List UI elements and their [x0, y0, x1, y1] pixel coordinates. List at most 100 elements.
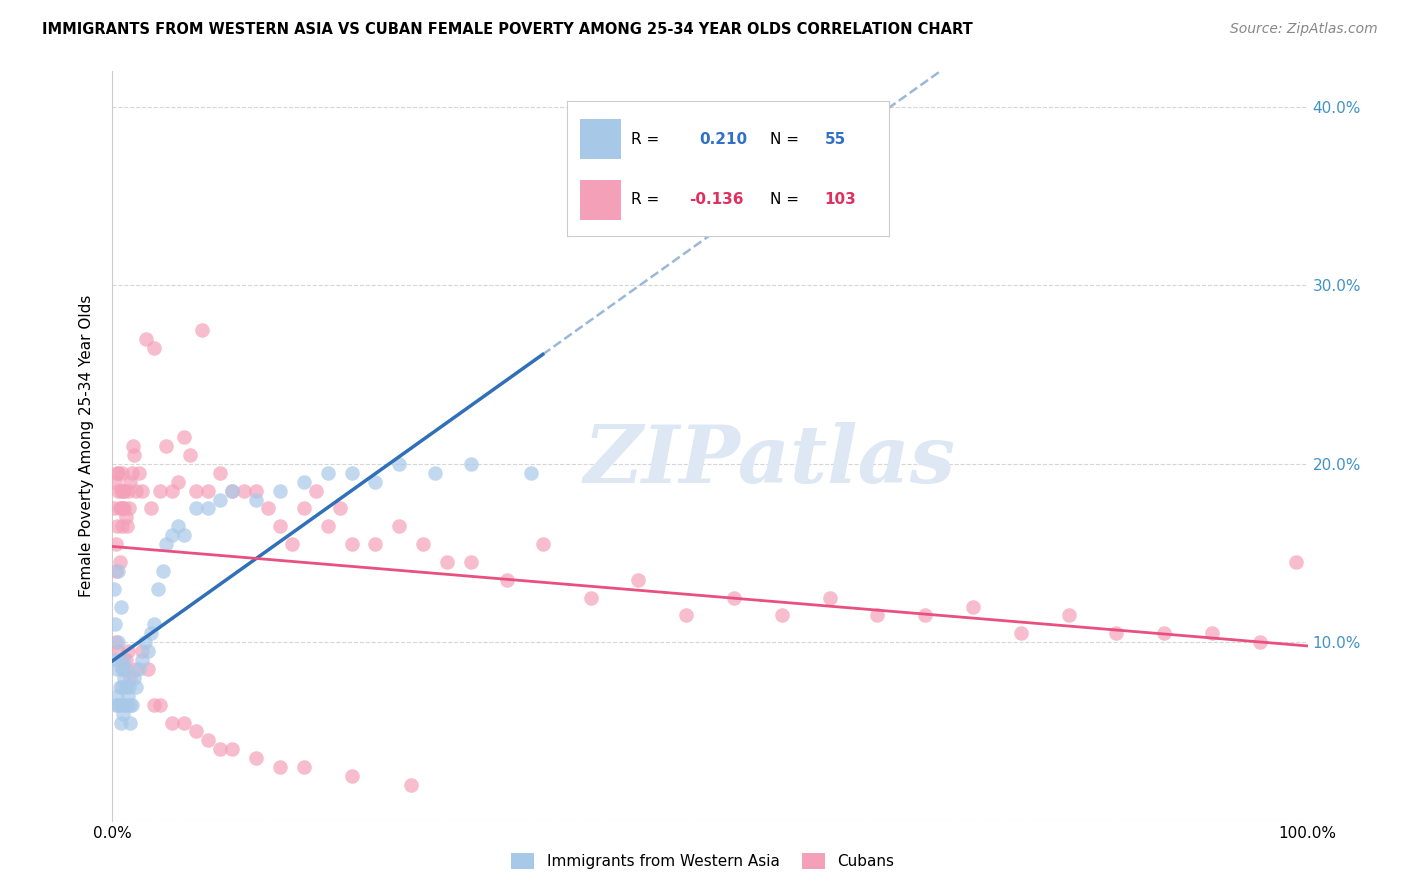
Point: [104, 617, 127, 632]
Point: [114, 501, 135, 516]
Point: [436, 555, 458, 569]
Point: [209, 492, 232, 507]
Point: [115, 698, 138, 712]
Point: [155, 439, 177, 453]
Point: [173, 715, 195, 730]
Point: [131, 483, 153, 498]
Point: [114, 698, 135, 712]
Point: [117, 483, 139, 498]
Point: [425, 466, 447, 480]
Point: [149, 698, 172, 712]
Point: [111, 466, 134, 480]
Point: [111, 662, 134, 676]
Point: [460, 555, 482, 569]
Point: [388, 457, 411, 471]
Text: Source: ZipAtlas.com: Source: ZipAtlas.com: [1230, 22, 1378, 37]
Point: [364, 537, 387, 551]
Point: [108, 555, 131, 569]
Point: [121, 466, 143, 480]
Text: IMMIGRANTS FROM WESTERN ASIA VS CUBAN FEMALE POVERTY AMONG 25-34 YEAR OLDS CORRE: IMMIGRANTS FROM WESTERN ASIA VS CUBAN FE…: [42, 22, 973, 37]
Point: [108, 501, 131, 516]
Point: [146, 582, 169, 596]
Point: [138, 644, 160, 658]
Point: [122, 671, 145, 685]
Point: [675, 608, 697, 623]
Point: [117, 689, 139, 703]
Point: [269, 760, 291, 774]
Point: [173, 430, 195, 444]
Point: [107, 466, 129, 480]
Point: [1153, 626, 1175, 640]
Point: [245, 492, 267, 507]
Point: [110, 715, 132, 730]
Point: [221, 483, 243, 498]
Point: [110, 483, 132, 498]
Point: [340, 769, 363, 783]
Point: [112, 501, 135, 516]
Point: [107, 483, 129, 498]
Point: [627, 573, 650, 587]
Point: [364, 475, 387, 489]
Point: [125, 483, 148, 498]
Point: [114, 510, 136, 524]
Point: [107, 635, 129, 649]
Point: [329, 501, 352, 516]
Point: [186, 483, 208, 498]
Point: [138, 662, 160, 676]
Point: [149, 483, 172, 498]
Legend: Immigrants from Western Asia, Cubans: Immigrants from Western Asia, Cubans: [505, 847, 901, 875]
Point: [281, 537, 304, 551]
Point: [1201, 626, 1223, 640]
Point: [105, 662, 128, 676]
Point: [412, 537, 434, 551]
Point: [120, 671, 142, 685]
Point: [110, 501, 132, 516]
Point: [117, 644, 139, 658]
Point: [316, 519, 339, 533]
Point: [121, 698, 143, 712]
Point: [105, 635, 128, 649]
Point: [245, 751, 267, 765]
Point: [139, 626, 162, 640]
Point: [105, 698, 128, 712]
Point: [340, 537, 363, 551]
Point: [143, 341, 166, 355]
Point: [162, 483, 183, 498]
Point: [1057, 608, 1080, 623]
Point: [173, 528, 195, 542]
Point: [962, 599, 984, 614]
Point: [111, 519, 134, 533]
Point: [257, 501, 280, 516]
Point: [179, 448, 201, 462]
Point: [305, 483, 328, 498]
Point: [162, 715, 183, 730]
Point: [122, 448, 145, 462]
Y-axis label: Female Poverty Among 25-34 Year Olds: Female Poverty Among 25-34 Year Olds: [79, 295, 94, 597]
Point: [108, 680, 131, 694]
Point: [112, 653, 135, 667]
Point: [121, 439, 143, 453]
Point: [520, 466, 543, 480]
Point: [128, 662, 150, 676]
Point: [269, 483, 291, 498]
Point: [120, 698, 142, 712]
Point: [221, 742, 243, 756]
Point: [105, 519, 128, 533]
Point: [292, 475, 315, 489]
Point: [316, 466, 339, 480]
Point: [531, 537, 554, 551]
Point: [770, 608, 793, 623]
Point: [197, 483, 219, 498]
Point: [197, 733, 219, 747]
Point: [155, 537, 177, 551]
Point: [723, 591, 745, 605]
Point: [134, 635, 156, 649]
Point: [105, 689, 128, 703]
Point: [292, 760, 315, 774]
Point: [245, 483, 267, 498]
Point: [131, 644, 153, 658]
Point: [152, 564, 174, 578]
Point: [143, 617, 166, 632]
Point: [125, 662, 148, 676]
Point: [1285, 555, 1308, 569]
